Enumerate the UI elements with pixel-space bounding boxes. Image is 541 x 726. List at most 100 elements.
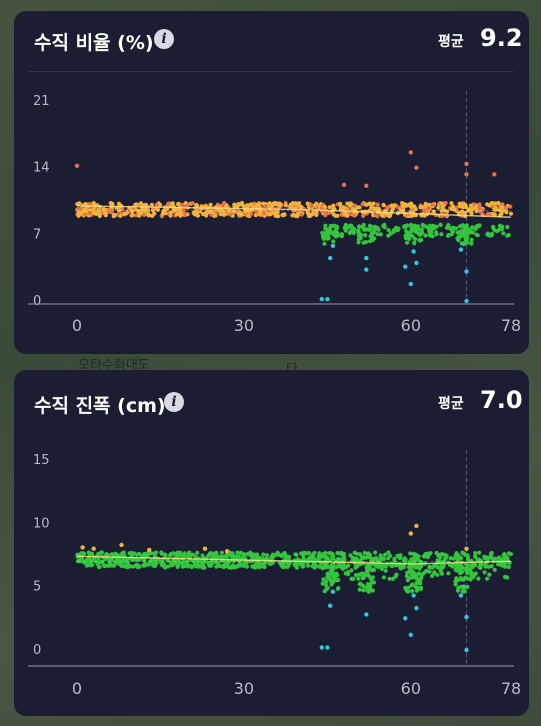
data-point xyxy=(210,560,215,565)
data-point xyxy=(397,553,403,558)
data-point xyxy=(97,213,102,219)
data-point xyxy=(191,559,196,564)
outlier-point xyxy=(492,172,497,177)
data-point xyxy=(376,227,381,232)
data-point xyxy=(474,225,479,230)
data-point xyxy=(489,556,494,561)
data-point xyxy=(212,552,217,557)
data-point xyxy=(215,561,220,566)
outlier-point xyxy=(319,296,324,302)
outlier-point xyxy=(325,645,330,650)
data-point xyxy=(335,213,340,218)
data-point xyxy=(232,554,237,559)
outlier-point xyxy=(119,542,124,548)
data-point xyxy=(464,569,469,574)
data-point xyxy=(473,562,478,568)
info-icon[interactable]: i xyxy=(164,392,184,412)
data-point xyxy=(386,550,391,555)
data-point xyxy=(407,569,412,574)
data-point xyxy=(364,585,369,590)
data-point xyxy=(380,213,385,218)
data-point xyxy=(234,564,239,569)
info-icon[interactable]: i xyxy=(154,29,174,49)
data-point xyxy=(261,201,266,206)
data-point xyxy=(338,201,343,206)
data-point xyxy=(108,561,113,566)
data-point xyxy=(165,202,171,207)
data-point xyxy=(263,560,268,565)
data-point xyxy=(314,210,319,215)
data-point xyxy=(257,212,262,217)
data-point xyxy=(151,551,156,556)
data-point xyxy=(86,556,91,561)
data-point xyxy=(483,564,488,569)
data-point xyxy=(158,203,163,208)
data-point xyxy=(293,213,298,219)
data-point xyxy=(279,561,284,566)
data-point xyxy=(482,570,487,575)
data-point xyxy=(317,551,322,556)
data-point xyxy=(458,571,463,576)
data-point xyxy=(275,214,281,219)
data-point xyxy=(241,563,246,568)
data-point xyxy=(457,577,463,582)
data-point xyxy=(272,201,277,206)
data-point xyxy=(432,570,437,575)
data-point xyxy=(434,232,439,237)
outlier-point xyxy=(458,593,464,598)
data-point xyxy=(213,213,218,218)
data-point xyxy=(281,564,287,570)
data-point xyxy=(405,578,410,583)
data-point xyxy=(133,213,139,218)
data-point xyxy=(367,574,372,579)
data-point xyxy=(357,224,362,229)
data-point xyxy=(413,558,418,563)
data-point xyxy=(501,231,506,236)
y-tick-label: 21 xyxy=(33,94,50,109)
data-point xyxy=(404,232,410,237)
data-point xyxy=(140,207,145,212)
data-point xyxy=(414,588,419,593)
data-point xyxy=(496,200,501,206)
data-point xyxy=(375,202,380,207)
data-point xyxy=(195,558,200,564)
data-point xyxy=(467,230,472,235)
data-point xyxy=(301,564,306,569)
data-point xyxy=(418,238,423,243)
data-point xyxy=(414,552,419,557)
data-point xyxy=(414,580,419,585)
data-point xyxy=(472,205,477,210)
data-point xyxy=(219,550,224,555)
data-point xyxy=(78,559,83,564)
data-point xyxy=(226,560,231,565)
data-point xyxy=(465,240,470,245)
data-point xyxy=(336,586,341,591)
data-point xyxy=(343,227,349,232)
data-point xyxy=(446,571,451,576)
data-point xyxy=(358,581,363,586)
average-value: 9.2 xyxy=(480,24,523,52)
data-point xyxy=(427,229,432,234)
data-point xyxy=(463,204,469,210)
data-point xyxy=(122,212,127,217)
data-point xyxy=(368,227,373,232)
data-point xyxy=(373,550,378,555)
data-point xyxy=(439,232,444,237)
data-point xyxy=(419,229,424,234)
data-point xyxy=(395,204,400,210)
data-point xyxy=(120,207,125,212)
data-point xyxy=(264,553,270,558)
data-point xyxy=(124,562,129,567)
data-point xyxy=(418,559,423,564)
data-point xyxy=(434,224,439,229)
data-point xyxy=(220,554,225,559)
data-point xyxy=(327,205,332,210)
data-point xyxy=(418,585,423,590)
data-point xyxy=(231,209,237,214)
outlier-point xyxy=(74,163,80,168)
data-point xyxy=(227,208,232,213)
data-point xyxy=(438,222,443,227)
x-tick-label: 30 xyxy=(234,316,254,335)
data-point xyxy=(311,561,317,567)
data-point xyxy=(184,203,190,208)
